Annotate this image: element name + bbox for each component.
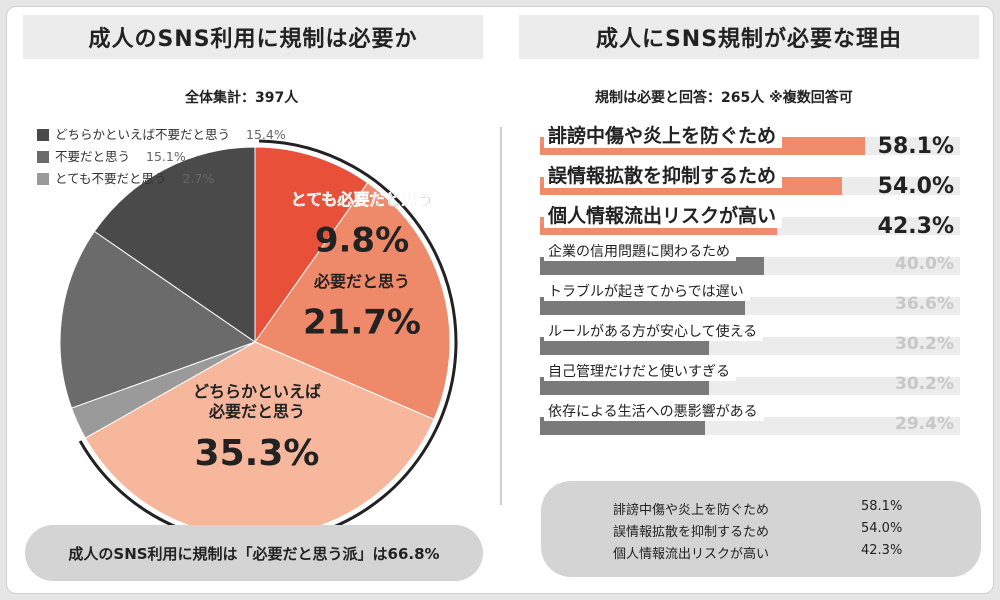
bar-label: 企業の信用問題に関わるため <box>544 241 736 261</box>
bar-value: 30.2% <box>895 374 954 394</box>
legend-label: 不要だと思う <box>55 149 131 164</box>
slice-value: 21.7% <box>303 303 421 343</box>
bar-row: ルールがある方が安心して使える 30.2% <box>540 321 960 361</box>
bar-value: 58.1% <box>877 134 954 159</box>
needed-share-outline <box>78 139 458 527</box>
bar-value: 54.0% <box>877 174 954 199</box>
bar-row: 依存による生活への悪影響がある 29.4% <box>540 401 960 441</box>
slice-label: とても必要だと思う <box>291 190 434 209</box>
summary-value: 58.1% <box>861 499 903 514</box>
legend-swatch <box>37 173 49 185</box>
slice-label: 必要だと思う <box>208 402 305 421</box>
bar-value: 30.2% <box>895 334 954 354</box>
right-panel-title: 成人にSNS規制が必要な理由 <box>519 15 979 59</box>
legend-item: 不要だと思う 15.1% <box>37 146 286 168</box>
bar-label: 個人情報流出リスクが高い <box>544 201 783 228</box>
bar-label: 依存による生活への悪影響がある <box>544 401 764 421</box>
bar-label: ルールがある方が安心して使える <box>544 321 764 341</box>
legend-swatch <box>37 129 49 141</box>
bar-row: 誤情報拡散を抑制するため 54.0% <box>540 161 960 201</box>
left-panel-subtitle: 全体集計：397人 <box>185 90 299 106</box>
summary-value: 42.3% <box>861 543 903 558</box>
pie-slice <box>59 230 257 409</box>
summary-row: 個人情報流出リスクが高い 42.3% <box>571 543 951 562</box>
legend-value: 15.1% <box>146 149 186 164</box>
slice-label: どちらかといえば <box>193 382 321 401</box>
legend-value: 15.4% <box>246 127 286 142</box>
left-summary-pill: 成人のSNS利用に規制は「必要だと思う派」は66.8% <box>25 525 483 581</box>
summary-label: 誹謗中傷や炎上を防ぐため <box>612 503 769 518</box>
bar <box>540 257 764 275</box>
pie-chart: とても必要だと思う9.8%必要だと思う21.7%どちらかといえば必要だと思う35… <box>59 139 458 527</box>
bar <box>540 377 710 395</box>
bar-row: 誹謗中傷や炎上を防ぐため 58.1% <box>540 121 960 161</box>
bar-row: 企業の信用問題に関わるため 40.0% <box>540 241 960 281</box>
bar-label: 自己管理だけだと使いすぎる <box>544 361 736 381</box>
pie-slice <box>84 341 435 527</box>
legend-label: とても不要だと思う <box>55 171 167 186</box>
summary-value: 54.0% <box>861 521 903 536</box>
pie-slice <box>254 182 451 421</box>
summary-row: 誹謗中傷や炎上を防ぐため 58.1% <box>571 499 951 518</box>
legend-value: 2.7% <box>182 171 215 186</box>
bar-label: 誹謗中傷や炎上を防ぐため <box>544 121 783 148</box>
bar-row: 個人情報流出リスクが高い 42.3% <box>540 201 960 241</box>
pie-legend: どちらかといえば不要だと思う 15.4% 不要だと思う 15.1% とても不要だ… <box>37 124 286 190</box>
bar-value: 42.3% <box>877 214 954 239</box>
bar <box>540 297 745 315</box>
pie-slice <box>93 146 256 343</box>
bar <box>540 337 710 355</box>
legend-label: どちらかといえば不要だと思う <box>55 127 231 142</box>
slice-value: 9.8% <box>315 221 409 261</box>
panel-divider <box>500 127 502 505</box>
infographic-frame: 成人のSNS利用に規制は必要か 全体集計：397人 とても必要だと思う 9.8% 必… <box>6 6 994 594</box>
bar-label: 誤情報拡散を抑制するため <box>544 161 783 188</box>
left-panel-title: 成人のSNS利用に規制は必要か <box>23 15 483 59</box>
bar-value: 36.6% <box>895 294 954 314</box>
right-summary-box: 誹謗中傷や炎上を防ぐため 58.1% 誤情報拡散を抑制するため 54.0% 個人… <box>541 481 981 577</box>
bar-row: トラブルが起きてからでは遅い 36.6% <box>540 281 960 321</box>
legend-item: とても不要だと思う 2.7% <box>37 168 286 190</box>
bar <box>540 417 705 435</box>
legend-swatch <box>37 151 49 163</box>
bar-row: 自己管理だけだと使いすぎる 30.2% <box>540 361 960 401</box>
summary-label: 誤情報拡散を抑制するため <box>612 525 769 540</box>
legend-item: どちらかといえば不要だと思う 15.4% <box>37 124 286 146</box>
bar-value: 40.0% <box>895 254 954 274</box>
summary-row: 誤情報拡散を抑制するため 54.0% <box>571 521 951 540</box>
slice-label: 必要だと思う <box>313 272 410 291</box>
summary-label: 個人情報流出リスクが高い <box>612 547 769 562</box>
pie-slice <box>254 146 369 344</box>
slice-value: 35.3% <box>195 433 320 474</box>
bar-value: 29.4% <box>895 414 954 434</box>
bar-label: トラブルが起きてからでは遅い <box>544 281 750 301</box>
right-panel-subtitle: 規制は必要と回答：265人 ※複数回答可 <box>595 90 853 106</box>
